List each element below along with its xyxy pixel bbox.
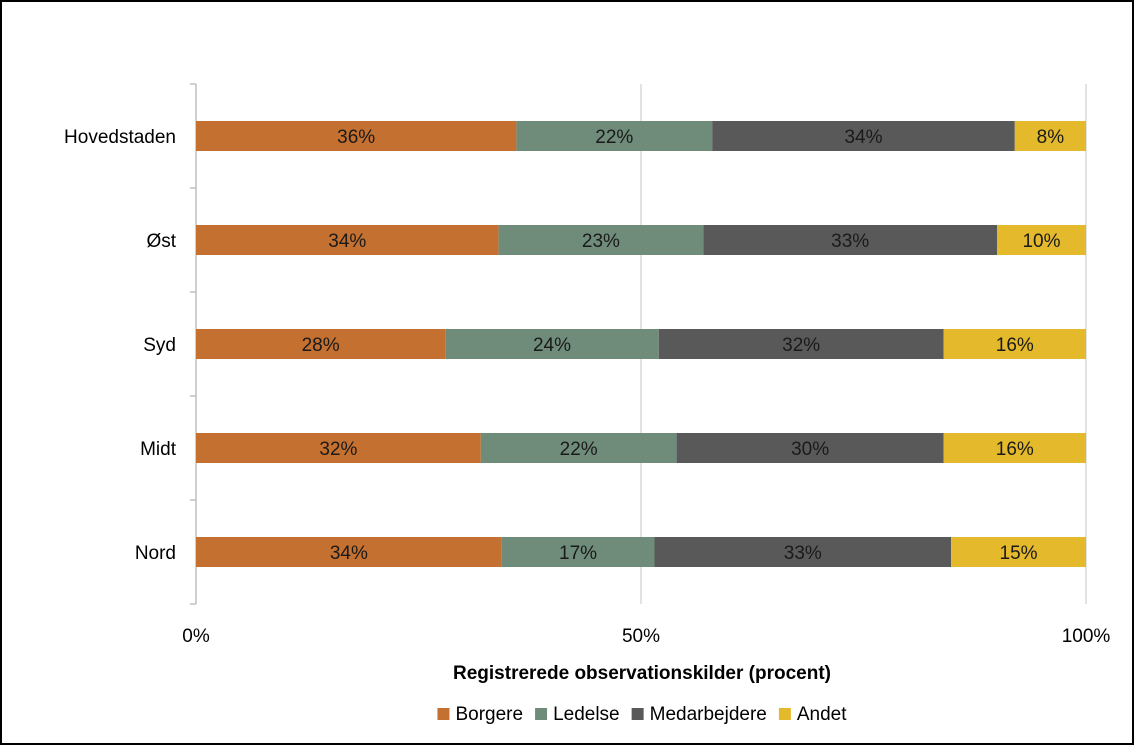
- bar-segment-medarbejdere: [676, 433, 944, 463]
- bar-segment-andet: [951, 537, 1086, 567]
- bar-segment-ledelse: [516, 121, 713, 151]
- bar-segment-borgere: [196, 121, 517, 151]
- bar-segment-ledelse: [480, 433, 677, 463]
- data-label-andet: 15%: [1000, 543, 1038, 564]
- category-axis: [190, 83, 197, 605]
- legend-swatch-borgere: [437, 708, 450, 720]
- legend-swatch-andet: [778, 708, 791, 720]
- legend-label-ledelse: Ledelse: [553, 704, 620, 725]
- data-label-medarbejdere: 33%: [831, 231, 869, 252]
- data-label-andet: 8%: [1037, 127, 1065, 148]
- bar-segment-medarbejdere: [712, 121, 1015, 151]
- data-label-medarbejdere: 34%: [844, 127, 882, 148]
- data-label-ledelse: 22%: [595, 127, 633, 148]
- data-label-borgere: 34%: [330, 543, 368, 564]
- bar-segment-medarbejdere: [658, 329, 944, 359]
- data-label-medarbejdere: 33%: [784, 543, 822, 564]
- legend-swatch-ledelse: [535, 708, 548, 720]
- x-tick-label: 100%: [1062, 626, 1111, 647]
- bars-layer: 36% 22% 34% 8% 34% 23% 33% 10% 28% 24% 32% 16% 32% 22…: [196, 121, 1086, 567]
- bar-segment-borgere: [196, 225, 499, 255]
- data-label-ledelse: 23%: [582, 231, 620, 252]
- bar-segment-andet: [943, 433, 1086, 463]
- bar-segment-andet: [943, 329, 1086, 359]
- x-tick-label: 0%: [182, 626, 210, 647]
- bar-segment-andet: [997, 225, 1086, 255]
- x-tick-labels: 0% 50% 100%: [182, 626, 1110, 647]
- category-labels: Hovedstaden Øst Syd Midt Nord: [64, 127, 177, 564]
- legend: Borgere Ledelse Medarbejdere Andet: [437, 704, 847, 725]
- legend-label-andet: Andet: [797, 704, 847, 725]
- bar-segment-ledelse: [501, 537, 655, 567]
- bar-segment-ledelse: [445, 329, 659, 359]
- bar-segment-borgere: [196, 329, 446, 359]
- legend-label-borgere: Borgere: [455, 704, 523, 725]
- legend-label-medarbejdere: Medarbejdere: [650, 704, 767, 725]
- bar-segment-borgere: [196, 537, 502, 567]
- data-label-medarbejdere: 32%: [782, 335, 820, 356]
- data-label-andet: 16%: [996, 439, 1034, 460]
- bar-segment-medarbejdere: [654, 537, 952, 567]
- data-label-borgere: 32%: [319, 439, 357, 460]
- data-label-ledelse: 17%: [559, 543, 597, 564]
- data-label-borgere: 36%: [337, 127, 375, 148]
- category-label: Nord: [135, 543, 176, 564]
- category-label: Syd: [143, 335, 176, 356]
- bar-segment-borgere: [196, 433, 481, 463]
- data-label-borgere: 28%: [302, 335, 340, 356]
- data-label-ledelse: 22%: [560, 439, 598, 460]
- data-label-borgere: 34%: [328, 231, 366, 252]
- bar-segment-andet: [1014, 121, 1086, 151]
- data-label-ledelse: 24%: [533, 335, 571, 356]
- data-label-andet: 16%: [996, 335, 1034, 356]
- bar-segment-ledelse: [498, 225, 704, 255]
- category-label: Midt: [140, 439, 177, 460]
- x-tick-label: 50%: [622, 626, 660, 647]
- bar-segment-medarbejdere: [703, 225, 997, 255]
- category-label: Øst: [146, 231, 176, 252]
- legend-swatch-medarbejdere: [631, 708, 644, 720]
- category-label: Hovedstaden: [64, 127, 176, 148]
- data-label-medarbejdere: 30%: [791, 439, 829, 460]
- data-label-andet: 10%: [1022, 231, 1060, 252]
- x-axis-title: Registrerede observationskilder (procent…: [453, 663, 831, 684]
